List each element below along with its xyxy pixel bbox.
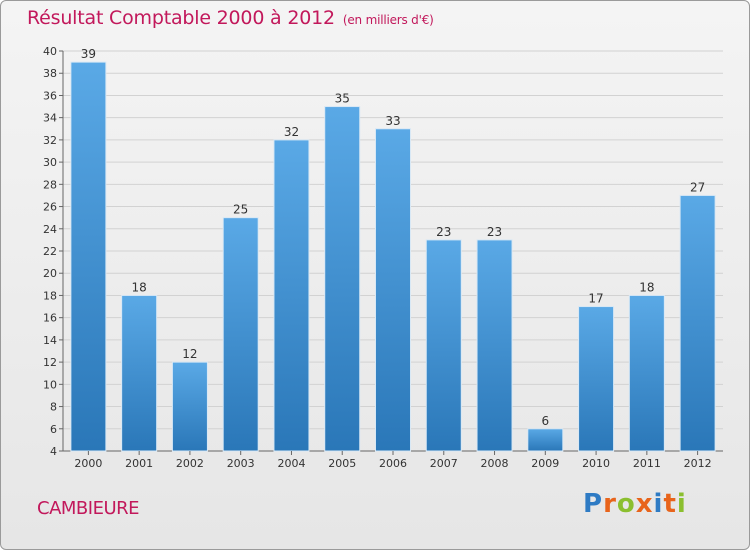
logo-letter: r: [603, 489, 617, 519]
bar-value-label: 18: [132, 280, 147, 294]
x-tick-label: 2004: [277, 457, 305, 470]
bar-2011: [628, 294, 665, 452]
x-axis-ticks: 2000 2001 2002 2003 2004 2005 2006 2007 2008 2009…: [74, 451, 712, 470]
logo-letter: o: [616, 489, 636, 519]
y-tick-label: 22: [43, 245, 57, 258]
y-tick-label: 12: [43, 356, 57, 369]
x-tick-label: 2006: [379, 457, 407, 470]
x-tick-label: 2010: [582, 457, 610, 470]
chart-title: Résultat Comptable 2000 à 2012 (en millie…: [27, 7, 434, 29]
bar-2004: [273, 139, 310, 452]
y-tick-label: 18: [43, 289, 57, 302]
x-tick-label: 2000: [74, 457, 102, 470]
logo-letter: P: [583, 489, 604, 519]
bar-value-label: 12: [182, 347, 197, 361]
y-tick-label: 26: [43, 201, 57, 214]
bar-value-label: 33: [385, 114, 400, 128]
x-tick-label: 2007: [430, 457, 458, 470]
y-tick-label: 28: [43, 178, 57, 191]
bar-2007: [425, 239, 462, 452]
x-tick-label: 2005: [328, 457, 356, 470]
bar-value-label: 32: [284, 125, 299, 139]
chart-subtitle: (en milliers d'€): [342, 13, 434, 27]
x-tick-label: 2009: [531, 457, 559, 470]
y-tick-label: 34: [43, 112, 57, 125]
bar-value-label: 6: [541, 414, 549, 428]
y-tick-label: 16: [43, 312, 57, 325]
logo-letter: i: [676, 489, 687, 519]
chart-title-text: Résultat Comptable 2000 à 2012: [27, 7, 335, 29]
x-tick-label: 2011: [633, 457, 661, 470]
logo-letter: t: [663, 489, 677, 519]
y-axis-ticks: 4 6 8 10 12 14 16 18 20 22 24 26 28 30 32 34 36 38 40: [43, 45, 63, 458]
bar-2008: [476, 239, 513, 452]
y-tick-label: 24: [43, 223, 57, 236]
y-tick-label: 32: [43, 134, 57, 147]
bar-value-label: 17: [588, 292, 603, 306]
x-tick-label: 2002: [176, 457, 204, 470]
y-tick-label: 38: [43, 67, 57, 80]
bars: [70, 61, 716, 452]
x-tick-label: 2003: [227, 457, 255, 470]
y-tick-label: 10: [43, 378, 57, 391]
bar-value-label: 18: [639, 280, 654, 294]
bar-value-label: 35: [335, 92, 350, 106]
commune-name: CAMBIEURE: [37, 498, 140, 519]
bar-value-label: 39: [81, 47, 96, 61]
y-tick-label: 30: [43, 156, 57, 169]
bar-2005: [324, 106, 361, 452]
bar-2000: [70, 61, 107, 452]
bar-value-label: 25: [233, 203, 248, 217]
x-tick-label: 2012: [684, 457, 712, 470]
y-tick-label: 8: [50, 401, 57, 414]
y-tick-label: 14: [43, 334, 57, 347]
bar-value-label: 23: [487, 225, 502, 239]
bar-2003: [222, 217, 259, 452]
logo-letter: i: [653, 489, 664, 519]
bar-value-label: 27: [690, 180, 705, 194]
bar-2009: [527, 428, 564, 452]
y-tick-label: 40: [43, 45, 57, 58]
logo-letter: x: [635, 489, 654, 519]
y-tick-label: 20: [43, 267, 57, 280]
x-tick-label: 2001: [125, 457, 153, 470]
bar-value-label: 23: [436, 225, 451, 239]
bar-2001: [121, 294, 158, 452]
y-tick-label: 6: [50, 423, 57, 436]
bar-2012: [679, 194, 716, 452]
proxiti-logo: Proxiti: [583, 489, 687, 519]
y-tick-label: 36: [43, 89, 57, 102]
x-tick-label: 2008: [481, 457, 509, 470]
bar-2010: [578, 306, 615, 452]
bar-2002: [171, 361, 208, 452]
bar-value-labels: 39 18 12 25 32 35 33 23 23 6 17 18 27: [81, 47, 706, 428]
bar-2006: [375, 128, 411, 452]
y-tick-label: 4: [50, 445, 57, 458]
